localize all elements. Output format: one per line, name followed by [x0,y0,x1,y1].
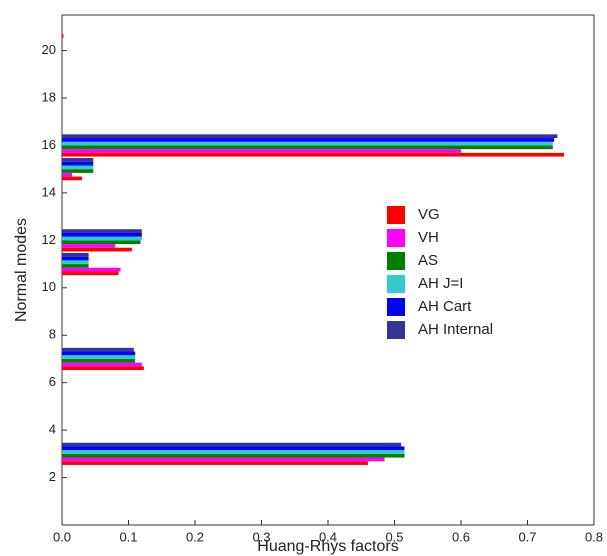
x-tick-label: 0.5 [385,529,403,544]
bar [62,358,136,363]
legend-swatch [387,321,405,339]
x-axis-title: Huang-Rhys factors [257,538,398,555]
bar [62,442,402,447]
x-tick-label: 0.1 [119,529,137,544]
bar [62,260,89,265]
legend-text: AH Internal [418,321,493,338]
legend-text: AS [418,252,438,269]
bar [62,247,132,252]
bar [62,236,142,241]
bar [62,141,553,146]
bar [62,232,142,237]
bar [62,158,94,162]
y-tick-label: 8 [49,327,56,342]
legend-swatch [387,275,405,293]
bar [62,176,82,181]
y-tick-label: 14 [42,184,56,199]
bar [62,244,116,248]
bar [62,446,405,451]
x-tick-label: 0.7 [518,529,536,544]
bar [62,34,64,38]
bar [62,461,368,465]
y-tick-label: 6 [49,374,56,389]
y-tick-label: 16 [42,137,56,152]
legend-swatch [387,206,405,224]
bar [62,240,141,245]
bar [62,450,405,454]
bar [62,165,94,170]
bar [62,362,142,367]
bar [62,457,385,462]
x-tick-label: 0.6 [452,529,470,544]
y-tick-label: 4 [49,422,56,437]
x-tick-label: 0.2 [186,529,204,544]
bar [62,172,72,177]
bar [62,161,94,166]
y-tick-label: 10 [42,279,56,294]
bar [62,267,121,272]
bar [62,145,553,150]
legend-swatch [387,252,405,270]
bar [62,355,136,359]
bar [62,149,461,153]
legend-swatch [387,229,405,247]
y-tick-label: 18 [42,89,56,104]
x-tick-label: 0.4 [319,529,337,544]
bar [62,453,405,458]
bar [62,264,89,268]
bar [62,138,555,142]
bar [62,152,565,157]
legend-swatch [387,298,405,316]
legend-text: VH [418,229,439,246]
y-tick-label: 20 [42,42,56,57]
bar [62,252,89,257]
bar [62,366,144,371]
legend-text: AH J=I [418,275,463,292]
bar [62,271,119,276]
x-tick-label: 0.0 [53,529,71,544]
bar [62,229,142,233]
bar [62,351,136,356]
x-tick-label: 0.8 [585,529,603,544]
bar [62,169,94,173]
y-axis-title: Normal modes [13,218,30,322]
bar [62,134,558,139]
legend-text: AH Cart [418,298,472,315]
bar [62,347,134,352]
x-tick-label: 0.3 [252,529,270,544]
y-tick-label: 12 [42,232,56,247]
bar [62,256,89,261]
legend-text: VG [418,206,440,223]
y-tick-label: 2 [49,469,56,484]
